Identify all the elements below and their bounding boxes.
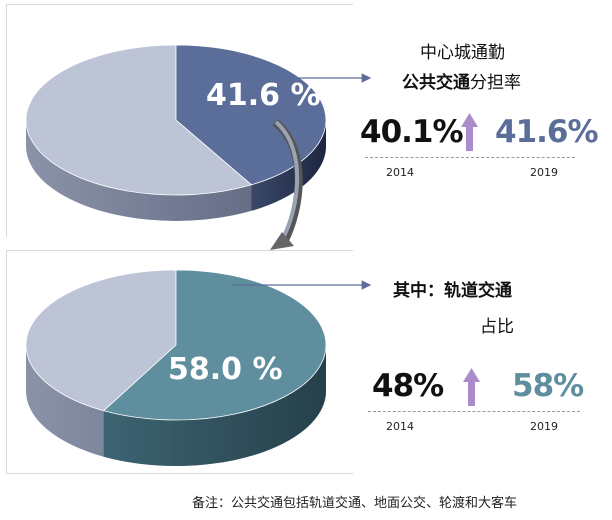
bottom-pie-value-label: 58.0 % (168, 352, 283, 387)
bottom-from-value: 48% (372, 368, 444, 404)
curved-arrow-head (270, 232, 294, 250)
bottom-dash-line (368, 411, 580, 412)
bottom-pie-slice-highlight-side (103, 345, 327, 466)
top-title-line2: 公共交通分担率 (402, 68, 521, 93)
top-to-value: 41.6% (495, 114, 599, 150)
top-pie-slice-rest (25, 44, 253, 196)
top-pie-side-wall (26, 120, 326, 221)
bottom-to-year: 2019 (530, 420, 558, 433)
bottom-up-arrow (463, 368, 480, 406)
curved-arrow-highlight (274, 120, 300, 239)
bottom-title-line1: 其中：轨道交通 (393, 281, 512, 301)
bottom-pie-slice-highlight (102, 269, 327, 421)
footnote: 备注：公共交通包括轨道交通、地面公交、轮渡和大客车 (192, 496, 518, 511)
top-title-line1: 中心城通勤 (420, 43, 505, 63)
bottom-from-year: 2014 (386, 420, 414, 433)
bottom-title-line2: 占比 (480, 317, 514, 337)
bottom-pie-slice-rest (25, 269, 177, 412)
top-up-arrow (461, 113, 478, 151)
top-from-value: 40.1% (360, 114, 464, 150)
top-title-bold: 公共交通 (402, 73, 470, 93)
top-from-year: 2014 (386, 166, 414, 179)
top-pie-value-label: 41.6 % (206, 78, 321, 113)
top-dash-line (365, 157, 575, 158)
top-title-rest: 分担率 (470, 73, 521, 93)
top-to-year: 2019 (530, 166, 558, 179)
bottom-pie (25, 269, 327, 466)
top-pie-slice-highlight-side (251, 120, 326, 211)
top-pie (25, 44, 327, 221)
top-pie-slice-highlight (175, 44, 327, 186)
bottom-to-value: 58% (512, 368, 584, 404)
